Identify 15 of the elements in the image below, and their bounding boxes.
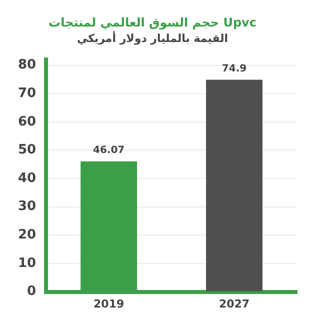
y-tick-label: 10	[18, 256, 36, 271]
y-tick-label: 50	[18, 142, 36, 158]
y-tick-label: 70	[18, 86, 36, 101]
y-tick-label: 40	[18, 170, 36, 186]
y-tick-label: 20	[18, 228, 36, 243]
x-tick-label: 2019	[94, 297, 124, 310]
data-label: 74.9	[222, 63, 247, 74]
y-tick-label: 80	[18, 58, 36, 73]
x-tick-label: 2027	[218, 297, 250, 310]
y-tick-label: 30	[18, 199, 36, 214]
chart-subtitle: القيمة بالمليار دولار أمريكي	[76, 30, 228, 45]
chart-title: حجم السوق العالمي لمنتجات Upvc	[48, 15, 256, 30]
data-label: 46.07	[93, 144, 125, 156]
y-tick-label: 0	[27, 284, 36, 300]
y-tick-label: 60	[18, 114, 36, 130]
